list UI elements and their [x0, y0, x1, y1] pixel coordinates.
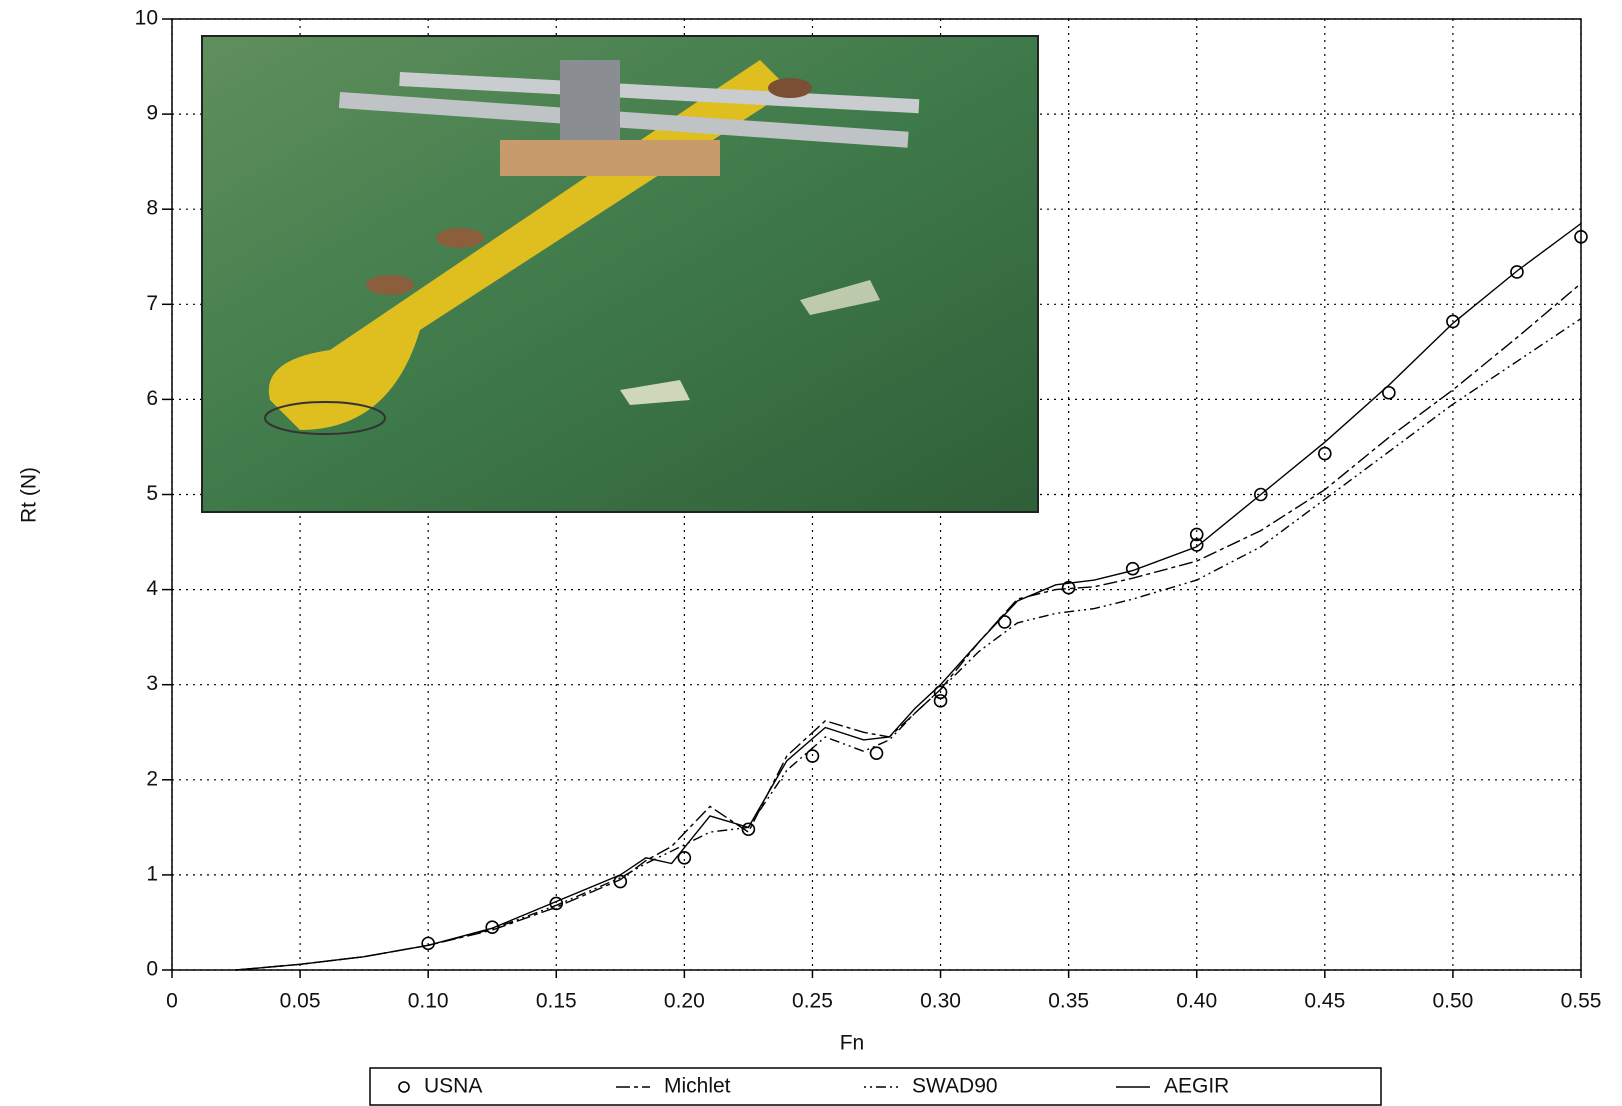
x-tick-label: 0.05	[280, 990, 321, 1013]
x-tick-label: 0	[166, 990, 178, 1013]
x-tick-label: 0.45	[1304, 990, 1345, 1013]
x-axis-label: Fn	[840, 1032, 865, 1055]
x-tick-label: 0.50	[1432, 990, 1473, 1013]
y-tick-label: 5	[146, 482, 158, 505]
y-tick-label: 3	[146, 672, 158, 695]
legend-label: SWAD90	[912, 1075, 998, 1098]
x-tick-label: 0.20	[664, 990, 705, 1013]
x-tick-label: 0.35	[1048, 990, 1089, 1013]
y-tick-label: 4	[146, 577, 158, 600]
y-tick-label: 9	[146, 102, 158, 125]
x-tick-label: 0.40	[1176, 990, 1217, 1013]
inset-photo	[202, 36, 1038, 512]
legend-label: AEGIR	[1164, 1075, 1229, 1098]
y-tick-label: 7	[146, 292, 158, 315]
y-axis-label: Rt (N)	[18, 467, 41, 523]
legend-label: Michlet	[664, 1075, 731, 1098]
x-tick-label: 0.55	[1561, 990, 1602, 1013]
y-tick-label: 8	[146, 197, 158, 220]
legend-label: USNA	[424, 1075, 482, 1098]
x-tick-label: 0.10	[408, 990, 449, 1013]
data-point	[999, 616, 1011, 628]
x-tick-label: 0.25	[792, 990, 833, 1013]
y-tick-label: 10	[135, 7, 158, 30]
data-point	[871, 747, 883, 759]
x-tick-label: 0.15	[536, 990, 577, 1013]
y-tick-label: 0	[146, 958, 158, 981]
data-point	[806, 750, 818, 762]
y-tick-label: 2	[146, 767, 158, 790]
chart: Fn Rt (N) 0 0.05 0.10 0.15 0.20 0.25 0.30 0.35 0…	[0, 0, 1622, 1106]
y-tick-label: 1	[146, 862, 158, 885]
y-tick-label: 6	[146, 387, 158, 410]
x-tick-label: 0.30	[920, 990, 961, 1013]
